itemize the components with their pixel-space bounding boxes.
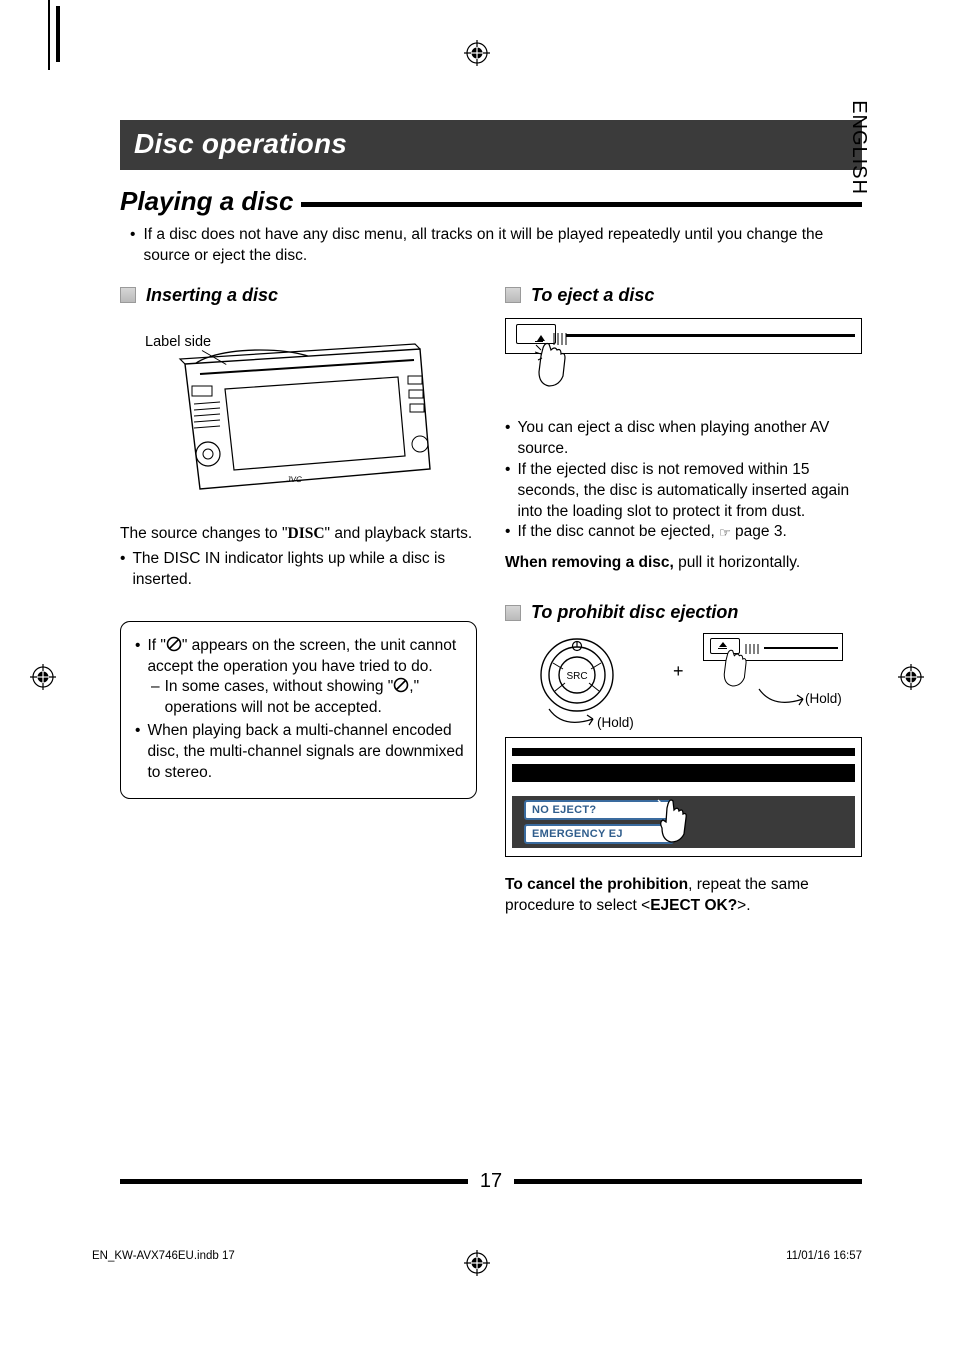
plus-icon: +	[673, 661, 684, 682]
note-box: • If "" appears on the screen, the unit …	[120, 621, 477, 799]
t: EJECT OK?	[650, 897, 737, 914]
popup-menu: NO EJECT? EMERGENCY EJ	[524, 800, 674, 848]
t: If the disc cannot be ejected,	[517, 523, 719, 540]
disc-slot	[566, 334, 855, 337]
text: The DISC IN indicator lights up while a …	[132, 549, 477, 591]
text: In some cases, without showing "," opera…	[165, 677, 464, 719]
eject-diagram	[505, 318, 862, 396]
finger-press-icon	[533, 342, 573, 392]
bullet: •	[120, 549, 125, 591]
svg-text:SRC: SRC	[566, 671, 587, 682]
list-item: •If the ejected disc is not removed with…	[505, 460, 862, 523]
rule	[514, 1179, 862, 1184]
registration-mark-icon	[464, 40, 490, 66]
heading-rule	[301, 202, 862, 207]
list-item: • If "" appears on the screen, the unit …	[135, 636, 464, 678]
triangle-icon	[719, 642, 727, 647]
list-item: • The DISC IN indicator lights up while …	[120, 549, 477, 591]
t: >.	[737, 897, 750, 914]
page-footer-rule: 17	[120, 1170, 862, 1193]
text: You can eject a disc when playing anothe…	[517, 418, 862, 460]
bullet: •	[505, 460, 510, 523]
finger-press-icon	[719, 649, 753, 691]
bullet: •	[135, 721, 140, 784]
t: " appears on the screen, the unit cannot…	[147, 637, 456, 675]
hold-label: (Hold)	[597, 715, 634, 730]
heading-text: Playing a disc	[120, 186, 293, 217]
intro-paragraph: • If a disc does not have any disc menu,…	[120, 225, 862, 267]
section-box-icon	[505, 287, 521, 303]
disc-label: DISC	[288, 525, 325, 542]
text: If the ejected disc is not removed withi…	[517, 460, 862, 523]
heading-text: Inserting a disc	[146, 285, 278, 306]
heading-prohibit-ejection: To prohibit disc ejection	[505, 602, 862, 623]
page-number: 17	[480, 1170, 502, 1193]
popup-item: NO EJECT?	[524, 800, 674, 820]
list-item: •You can eject a disc when playing anoth…	[505, 418, 862, 460]
source-change-text: The source changes to "DISC" and playbac…	[120, 524, 477, 545]
prohibit-diagram: SRC (Hold) +	[505, 633, 862, 743]
remove-disc-text: When removing a disc, pull it horizontal…	[505, 553, 862, 574]
pointer-icon: ☞	[719, 524, 731, 542]
heading-playing-a-disc: Playing a disc	[120, 186, 862, 217]
rule	[120, 1179, 468, 1184]
heading-eject-disc: To eject a disc	[505, 285, 862, 306]
dash: –	[151, 677, 160, 719]
t: When removing a disc,	[505, 554, 674, 571]
text: If the disc cannot be ejected, ☞ page 3.	[517, 522, 786, 543]
t: To cancel the prohibition	[505, 876, 688, 893]
panel-bar	[512, 748, 855, 756]
section-box-icon	[505, 605, 521, 621]
print-file: EN_KW-AVX746EU.indb 17	[92, 1250, 235, 1262]
bullet: •	[505, 418, 510, 460]
prohibit-icon	[166, 636, 182, 652]
slot	[764, 647, 838, 649]
hand-cursor-icon	[654, 798, 694, 846]
bullet: •	[505, 522, 510, 543]
heading-text: To prohibit disc ejection	[531, 602, 738, 623]
t: page 3.	[731, 523, 787, 540]
section-box-icon	[120, 287, 136, 303]
svg-text:JVC: JVC	[286, 475, 303, 484]
eject-notes: •You can eject a disc when playing anoth…	[505, 418, 862, 544]
eject-button-icon	[516, 324, 556, 344]
crop-mark	[56, 6, 60, 62]
bullet: •	[130, 225, 135, 267]
hold-label: (Hold)	[805, 691, 842, 706]
print-footer: EN_KW-AVX746EU.indb 17 11/01/16 16:57	[92, 1250, 862, 1262]
prohibit-icon	[393, 677, 409, 693]
t: If "	[147, 637, 165, 654]
disc-in-list: • The DISC IN indicator lights up while …	[120, 549, 477, 591]
screen-panel: NO EJECT? EMERGENCY EJ	[505, 737, 862, 857]
panel-bar	[512, 764, 855, 782]
text: If "" appears on the screen, the unit ca…	[147, 636, 464, 678]
text: " and playback starts.	[325, 525, 473, 542]
popup-item: EMERGENCY EJ	[524, 824, 674, 844]
print-time: 11/01/16 16:57	[786, 1250, 862, 1262]
bullet: •	[135, 636, 140, 678]
list-item: • If the disc cannot be ejected, ☞ page 3…	[505, 522, 862, 543]
text: When playing back a multi-channel encode…	[147, 721, 464, 784]
insert-disc-diagram: Label side	[130, 314, 477, 514]
text: The source changes to "	[120, 525, 288, 542]
crop-mark	[48, 0, 50, 70]
t: pull it horizontally.	[674, 554, 800, 571]
sub-item: – In some cases, without showing "," ope…	[151, 677, 464, 719]
list-item: • When playing back a multi-channel enco…	[135, 721, 464, 784]
heading-inserting-disc: Inserting a disc	[120, 285, 477, 306]
label-side-text: Label side	[145, 334, 211, 350]
cancel-prohibition-text: To cancel the prohibition, repeat the sa…	[505, 875, 862, 917]
registration-mark-icon	[30, 664, 56, 690]
language-tab: ENGLISH	[847, 100, 870, 195]
section-title: Disc operations	[120, 120, 862, 170]
intro-text: If a disc does not have any disc menu, a…	[143, 225, 862, 267]
heading-text: To eject a disc	[531, 285, 654, 306]
t: In some cases, without showing "	[165, 678, 394, 695]
registration-mark-icon	[898, 664, 924, 690]
eject-hold-diagram	[703, 633, 843, 661]
